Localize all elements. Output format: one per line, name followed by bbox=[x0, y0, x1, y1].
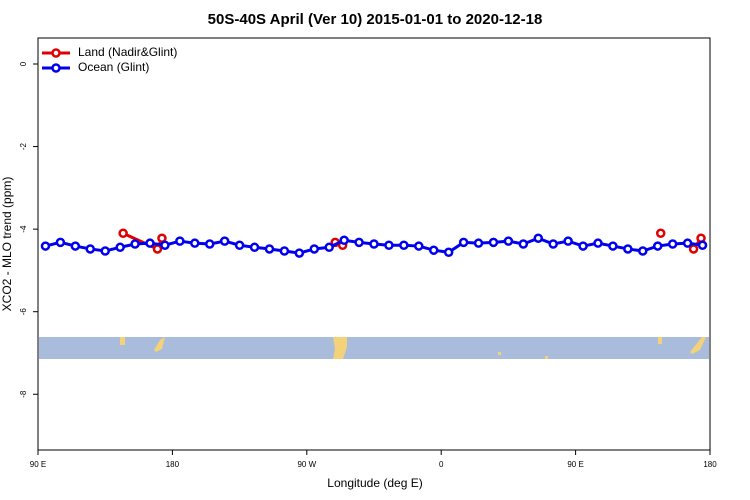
x-tick-label: 180 bbox=[703, 460, 717, 469]
point bbox=[369, 239, 379, 249]
point bbox=[608, 241, 618, 251]
point bbox=[533, 233, 544, 243]
point bbox=[115, 242, 125, 253]
point bbox=[578, 241, 588, 251]
legend-label: Ocean (Glint) bbox=[78, 60, 149, 74]
point bbox=[443, 247, 454, 258]
x-tick-label: 90 E bbox=[567, 460, 583, 469]
point bbox=[488, 237, 499, 248]
point bbox=[503, 236, 514, 246]
x-tick-label: 90 W bbox=[297, 460, 316, 469]
point bbox=[399, 240, 409, 250]
point bbox=[473, 238, 484, 248]
map-ocean bbox=[39, 337, 709, 359]
point bbox=[309, 244, 320, 254]
point bbox=[652, 241, 663, 251]
point bbox=[249, 242, 260, 253]
point bbox=[279, 246, 290, 256]
point bbox=[548, 239, 558, 249]
y-tick-label: -2 bbox=[19, 142, 28, 150]
x-tick-label: 180 bbox=[166, 460, 180, 469]
point bbox=[697, 240, 708, 250]
chart-title: 50S-40S April (Ver 10) 2015-01-01 to 202… bbox=[208, 11, 543, 28]
point bbox=[160, 240, 170, 250]
point bbox=[130, 239, 140, 249]
point bbox=[682, 238, 693, 248]
point bbox=[593, 238, 603, 248]
point bbox=[428, 245, 439, 255]
point bbox=[518, 239, 529, 249]
y-tick-label: 0 bbox=[19, 61, 28, 66]
legend-marker bbox=[51, 63, 61, 73]
point bbox=[85, 244, 96, 254]
point bbox=[190, 238, 200, 248]
legend-label: Land (Nadir&Glint) bbox=[78, 45, 177, 59]
y-axis-label: XCO2 - MLO trend (ppm) bbox=[0, 177, 14, 312]
point bbox=[175, 236, 185, 246]
point bbox=[294, 248, 305, 258]
point bbox=[623, 244, 633, 254]
legend-marker bbox=[51, 48, 61, 58]
point bbox=[384, 240, 394, 250]
point bbox=[638, 246, 648, 256]
point bbox=[324, 242, 334, 253]
point bbox=[152, 244, 163, 254]
point bbox=[145, 238, 155, 248]
point bbox=[234, 240, 245, 250]
point bbox=[354, 237, 364, 248]
point bbox=[55, 237, 66, 248]
y-tick-label: -8 bbox=[19, 390, 28, 398]
point bbox=[414, 241, 424, 251]
point bbox=[264, 244, 275, 254]
point bbox=[219, 236, 230, 246]
x-tick-label: 0 bbox=[439, 460, 444, 469]
point bbox=[667, 239, 678, 249]
point bbox=[100, 246, 110, 256]
point bbox=[70, 241, 81, 251]
point bbox=[655, 228, 666, 239]
map-inset bbox=[39, 337, 709, 359]
point bbox=[563, 236, 573, 246]
x-tick-label: 90 E bbox=[30, 460, 46, 469]
x-axis-label: Longitude (deg E) bbox=[327, 476, 422, 490]
plot-frame bbox=[37, 37, 711, 451]
point bbox=[458, 237, 469, 248]
point bbox=[118, 228, 128, 239]
point bbox=[688, 244, 699, 254]
point bbox=[40, 241, 51, 251]
point bbox=[339, 235, 349, 246]
y-tick-label: -4 bbox=[19, 225, 28, 233]
point bbox=[204, 239, 215, 249]
y-tick-label: -6 bbox=[19, 308, 28, 316]
